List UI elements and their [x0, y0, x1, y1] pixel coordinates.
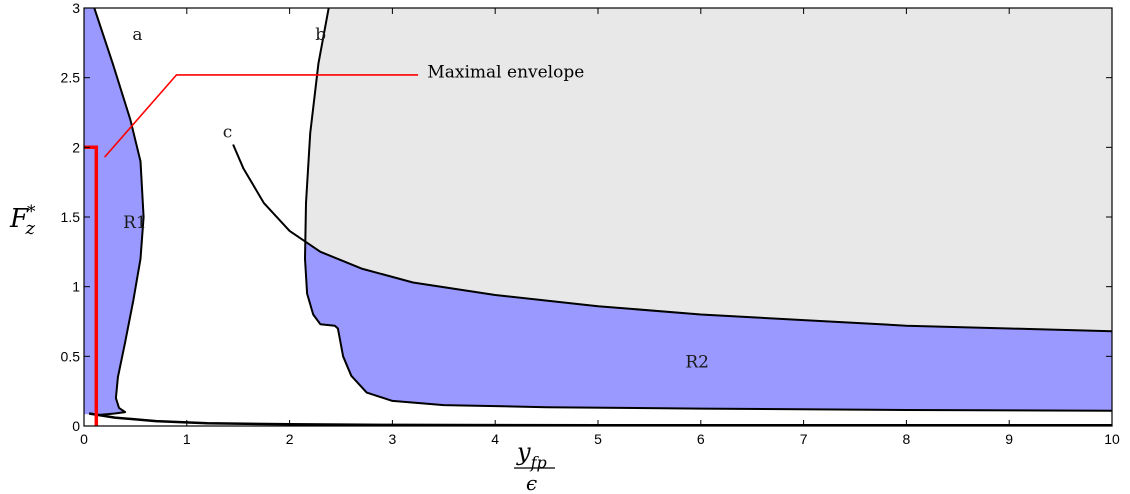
- x-tick-label: 0: [80, 431, 88, 447]
- x-tick-label: 3: [389, 431, 397, 447]
- curve-b: [304, 8, 1112, 412]
- x-tick-label: 5: [594, 431, 602, 447]
- region-label-r1: R1: [123, 213, 147, 233]
- x-tick-label: 1: [183, 431, 191, 447]
- curve-c: [232, 144, 1112, 333]
- x-tick-label: 9: [1005, 431, 1013, 447]
- x-tick-label: 2: [286, 431, 294, 447]
- y-axis-label-base: F: [9, 204, 29, 234]
- region-r1-fill: [84, 8, 144, 415]
- y-tick-label: 1: [72, 279, 80, 295]
- y-tick-label: 2: [72, 139, 80, 155]
- y-tick-label: 0.5: [61, 348, 81, 364]
- region-r2-fill: [305, 242, 1112, 411]
- x-tick-label: 10: [1104, 431, 1120, 447]
- y-axis-label: F* z: [9, 202, 36, 239]
- annotation-leader-line: [103, 74, 419, 158]
- feasible-region-gray: [305, 8, 1112, 332]
- curve-label-b: b: [315, 25, 326, 45]
- y-tick-label: 1.5: [61, 209, 81, 225]
- x-axis-label-numerator: yfp: [516, 438, 547, 472]
- y-axis-label-superscript: *: [27, 202, 36, 222]
- y-tick-label: 2.5: [61, 70, 81, 86]
- curve-label-c: c: [223, 123, 233, 143]
- annotation-maximal-envelope: Maximal envelope: [427, 63, 584, 83]
- y-axis-label-subscript: z: [25, 218, 36, 239]
- x-tick-label: 8: [903, 431, 911, 447]
- x-axis-label: yfp ϵ: [514, 438, 555, 494]
- axis-tick-labels: 0 1 2 3 4 5 6 7 8 9 10 0 0.5 1 1.5 2 2.5 3: [61, 0, 1120, 447]
- region-label-r2: R2: [685, 352, 709, 372]
- x-tick-label: 6: [697, 431, 705, 447]
- x-axis-label-subscript: fp: [530, 453, 547, 472]
- x-axis-label-denominator: ϵ: [526, 471, 537, 494]
- x-axis-label-numerator-base: y: [516, 438, 531, 466]
- axis-ticks: [83, 7, 1113, 427]
- curve-label-a: a: [132, 25, 142, 45]
- curve-a: [93, 8, 145, 416]
- x-tick-label: 4: [491, 431, 499, 447]
- y-tick-label: 3: [72, 0, 80, 16]
- y-tick-label: 0: [72, 418, 80, 434]
- x-tick-label: 7: [800, 431, 808, 447]
